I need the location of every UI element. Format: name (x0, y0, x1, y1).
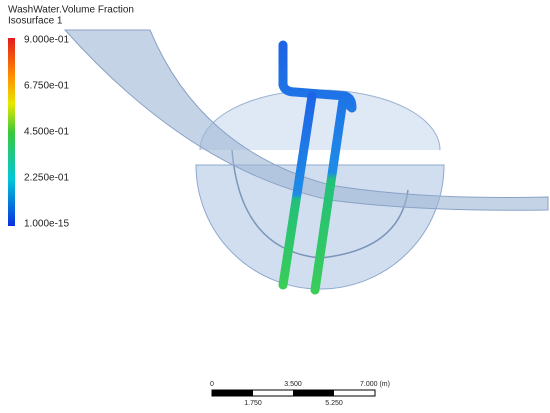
legend-subtitle: Isosurface 1 (8, 16, 63, 27)
scale-bar-segment (212, 390, 253, 396)
scale-label: 3.500 (284, 381, 302, 388)
free-surface-sheet (63, 29, 549, 211)
legend-label: 2.250e-01 (24, 173, 69, 184)
color-bar (8, 38, 15, 226)
legend-label: 6.750e-01 (24, 81, 69, 92)
legend-label: 9.000e-01 (24, 35, 69, 46)
legend-title: WashWater.Volume Fraction (8, 5, 134, 16)
scale-label: 0 (210, 381, 214, 388)
legend-label: 4.500e-01 (24, 127, 69, 138)
scale-label: 7.000 (m) (360, 381, 390, 388)
pipe-right (278, 40, 357, 295)
scale-bar-segment (293, 390, 334, 396)
scale-label: 1.750 (244, 400, 262, 407)
scale-label: 5.250 (325, 400, 343, 407)
legend-label: 1.000e-15 (24, 219, 69, 230)
pipe-left (278, 91, 317, 290)
